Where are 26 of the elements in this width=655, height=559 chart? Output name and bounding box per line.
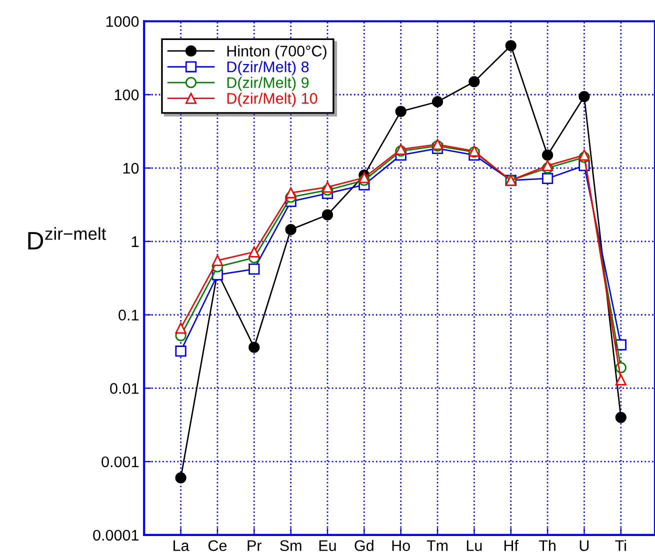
y-tick-label: 1000 [106, 16, 139, 27]
x-tick-label: Sm [280, 540, 302, 552]
legend-label: D(zir/Melt) 8 [227, 61, 309, 76]
y-tick-label: 0.1 [118, 310, 138, 320]
x-tick-label: Pr [248, 540, 262, 551]
x-tick-label: Gd [354, 540, 374, 552]
x-tick-label: Eu [319, 540, 336, 552]
x-tick-label: U [580, 540, 589, 552]
y-tick-label: 1 [132, 236, 138, 247]
y-axis-title: D$^{zir−melt}$ [28, 227, 106, 250]
y-tick-label: 0.0001 [93, 530, 138, 541]
y-tick-label: 0.001 [102, 456, 138, 468]
x-tick-label: La [174, 540, 190, 552]
x-tick-label: Ce [208, 540, 227, 552]
x-tick-label: Ti [615, 540, 626, 551]
x-tick-label: Hf [504, 540, 519, 551]
y-tick-label: 100 [114, 90, 139, 100]
legend-label: Hinton (700°C) [227, 45, 326, 60]
x-tick-label: Lu [466, 540, 482, 552]
x-tick-label: Tm [426, 540, 448, 551]
x-tick-label: Th [538, 540, 556, 551]
legend-label: D(zir/Melt) 10 [227, 92, 318, 107]
legend-label: D(zir/Melt) 9 [227, 76, 309, 92]
x-tick-label: Ho [392, 540, 410, 552]
y-tick-label: 10 [123, 162, 139, 174]
y-tick-label: 0.01 [110, 383, 138, 394]
